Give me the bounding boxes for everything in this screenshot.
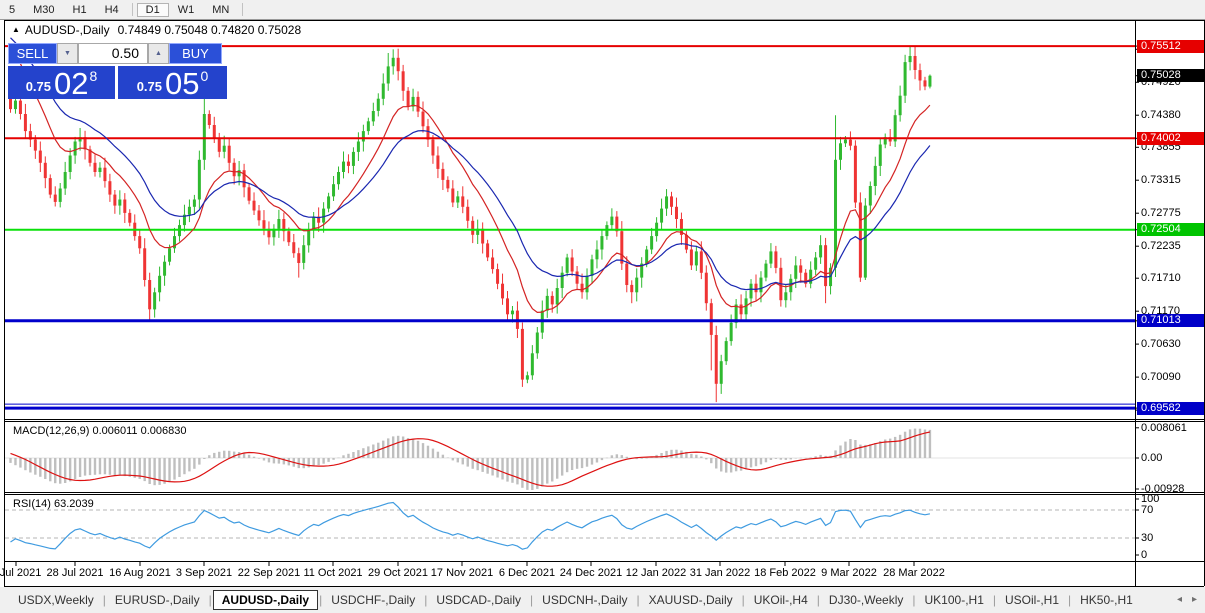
- date-label: 28 Mar 2022: [883, 567, 945, 579]
- tab-separator: |: [424, 593, 428, 607]
- rsi-axis-label: 0: [1141, 549, 1148, 561]
- price-axis-label: 0.73315: [1141, 174, 1181, 187]
- tab-scroll-right-icon[interactable]: ▸: [1191, 594, 1197, 605]
- date-label: 9 Jul 2021: [0, 567, 42, 579]
- chart-ohlc-values: 0.74849 0.75048 0.74820 0.75028: [117, 23, 302, 37]
- date-label: 16 Aug 2021: [109, 567, 171, 579]
- timeframe-h1[interactable]: H1: [72, 3, 87, 16]
- sell-price-display[interactable]: 0.75 02 8: [8, 66, 115, 99]
- price-axis-label: 0.74380: [1141, 109, 1181, 122]
- volume-decrease-button[interactable]: ▼: [57, 43, 78, 64]
- toolbar-separator: [242, 3, 244, 16]
- tab-separator: |: [636, 593, 640, 607]
- tab-separator: |: [530, 593, 534, 607]
- price-badge-0.74002: 0.74002: [1137, 131, 1204, 145]
- rsi-axis-label: 100: [1141, 493, 1160, 505]
- one-click-trade-panel: SELL ▼ 0.50 ▲ BUY 0.75 02 8 0.75 05 0: [8, 43, 227, 99]
- sell-button[interactable]: SELL: [8, 43, 57, 64]
- price-axis-label: 0.70630: [1141, 338, 1181, 351]
- price-badge-0.71013: 0.71013: [1137, 314, 1204, 328]
- price-axis-label: 0.71170: [1141, 305, 1180, 318]
- buy-price-display[interactable]: 0.75 05 0: [118, 66, 227, 99]
- rsi-axis-label: 70: [1141, 504, 1154, 516]
- date-label: 18 Feb 2022: [754, 567, 816, 579]
- timeframe-toolbar: 5 M30 H1 H4 D1 W1 MN: [0, 0, 1205, 20]
- tab-separator: |: [102, 593, 106, 607]
- date-label: 9 Mar 2022: [821, 567, 877, 579]
- sell-price-big-digits: 02: [54, 66, 89, 101]
- tab-usdx-weekly[interactable]: USDX,Weekly: [18, 593, 94, 607]
- tab-usdchf-daily[interactable]: USDCHF-,Daily: [331, 593, 416, 607]
- buy-button[interactable]: BUY: [169, 43, 222, 64]
- macd-axis-label: 0.008061: [1141, 421, 1187, 434]
- date-label: 12 Jan 2022: [625, 567, 687, 579]
- rsi-indicator-label: RSI(14) 63.2039: [13, 498, 94, 510]
- tab-separator: |: [816, 593, 820, 607]
- tab-separator: |: [741, 593, 745, 607]
- tab-usdcad-daily[interactable]: USDCAD-,Daily: [436, 593, 522, 607]
- price-axis-label: 0.72775: [1141, 207, 1181, 220]
- price-badge-0.69582: 0.69582: [1137, 401, 1204, 415]
- chart-tab-bar: USDX,Weekly | EURUSD-,Daily | AUDUSD-,Daily |…: [0, 587, 1205, 613]
- price-badge-0.72504: 0.72504: [1137, 223, 1204, 237]
- tab-uk100-h1[interactable]: UK100-,H1: [924, 593, 984, 607]
- timeframe-mn[interactable]: MN: [212, 3, 230, 16]
- macd-indicator-label: MACD(12,26,9) 0.006011 0.006830: [13, 425, 187, 437]
- tab-ukoil-h4[interactable]: UKOil-,H4: [753, 593, 808, 607]
- buy-price-pip-digit: 0: [200, 68, 209, 84]
- sell-price-pip-digit: 8: [89, 68, 98, 84]
- timeframe-d1[interactable]: D1: [136, 2, 169, 17]
- chart-header: ▲ AUDUSD-,Daily 0.74849 0.75048 0.74820 0.…: [12, 23, 301, 37]
- price-badge-0.75512: 0.75512: [1137, 39, 1204, 53]
- rsi-axis-label: 30: [1141, 532, 1154, 544]
- tab-dj30-weekly[interactable]: DJ30-,Weekly: [828, 593, 904, 607]
- collapse-panel-icon[interactable]: ▲: [12, 25, 20, 34]
- tab-xauusd-daily[interactable]: XAUUSD-,Daily: [648, 593, 733, 607]
- price-axis-label: 0.70090: [1141, 371, 1181, 384]
- macd-axis-label: -0.00928: [1141, 483, 1185, 495]
- date-label: 31 Jan 2022: [689, 567, 751, 579]
- tab-scroll-arrows: ◂ ▸: [1172, 594, 1202, 605]
- date-label: 29 Oct 2021: [368, 567, 428, 579]
- tab-separator: |: [1068, 593, 1072, 607]
- date-label: 22 Sep 2021: [237, 567, 301, 579]
- date-label: 24 Dec 2021: [559, 567, 623, 579]
- buy-price-big-digits: 05: [165, 66, 200, 101]
- volume-increase-button[interactable]: ▲: [148, 43, 169, 64]
- timeframe-h4[interactable]: H4: [104, 3, 119, 16]
- tab-audusd-daily[interactable]: AUDUSD-,Daily: [212, 590, 319, 610]
- date-label: 3 Sep 2021: [175, 567, 233, 579]
- tab-separator: |: [208, 593, 212, 607]
- tab-separator: |: [992, 593, 996, 607]
- tab-usdcnh-daily[interactable]: USDCNH-,Daily: [542, 593, 628, 607]
- date-label: 11 Oct 2021: [303, 567, 363, 579]
- tab-separator: |: [319, 593, 323, 607]
- date-label: 17 Nov 2021: [430, 567, 494, 579]
- macd-axis-label: 0.00: [1141, 452, 1163, 464]
- date-label: 28 Jul 2021: [46, 567, 104, 579]
- volume-input[interactable]: 0.50: [78, 43, 148, 64]
- tab-eurusd-daily[interactable]: EURUSD-,Daily: [114, 593, 200, 607]
- tab-hk50-h1[interactable]: HK50-,H1: [1080, 593, 1133, 607]
- sell-price-prefix: 0.75: [25, 79, 52, 94]
- price-axis-label: 0.72235: [1141, 240, 1181, 253]
- chart-symbol-title: AUDUSD-,Daily: [24, 23, 110, 37]
- timeframe-w1[interactable]: W1: [177, 3, 195, 16]
- date-label: 6 Dec 2021: [498, 567, 556, 579]
- tab-scroll-left-icon[interactable]: ◂: [1176, 594, 1182, 605]
- tab-usoil-h1[interactable]: USOil-,H1: [1005, 593, 1060, 607]
- tab-separator: |: [912, 593, 916, 607]
- price-axis-label: 0.71710: [1141, 272, 1181, 285]
- price-badge-0.75028: 0.75028: [1137, 69, 1204, 83]
- toolbar-separator: [131, 3, 133, 16]
- timeframe-m30[interactable]: M30: [33, 3, 55, 16]
- buy-price-prefix: 0.75: [136, 79, 163, 94]
- timeframe-5[interactable]: 5: [9, 3, 16, 16]
